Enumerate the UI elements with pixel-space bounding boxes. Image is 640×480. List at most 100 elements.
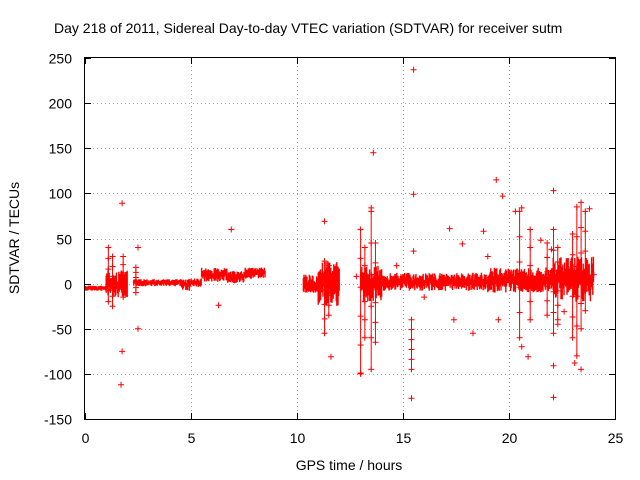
data-point <box>109 293 116 300</box>
data-point <box>372 299 379 306</box>
data-point <box>393 262 400 269</box>
data-band-strokes <box>302 274 319 293</box>
data-point <box>554 258 561 265</box>
data-point <box>408 356 415 363</box>
data-point <box>372 339 379 346</box>
data-point <box>105 277 112 284</box>
data-point <box>421 294 428 301</box>
data-point <box>573 263 580 270</box>
y-tick-label: -150 <box>44 412 72 428</box>
data-point <box>321 301 328 308</box>
data-point <box>544 297 551 304</box>
data-point <box>368 204 375 211</box>
data-band-strokes <box>190 278 202 287</box>
data-point <box>569 230 576 237</box>
data-band-strokes <box>317 261 340 306</box>
data-point <box>573 203 580 210</box>
data-point <box>410 248 417 255</box>
data-point <box>499 193 506 200</box>
data-point <box>228 226 235 233</box>
data-point <box>550 267 557 274</box>
data-band <box>317 261 340 306</box>
data-band-strokes <box>381 272 489 291</box>
data-band <box>105 270 128 298</box>
data-point <box>368 271 375 278</box>
x-tick-label: 10 <box>290 430 306 446</box>
data-point <box>368 303 375 310</box>
data-point <box>408 395 415 402</box>
data-point <box>578 199 585 206</box>
data-point <box>132 279 139 286</box>
data-point <box>578 249 585 256</box>
x-tick-labels: 0 5 10 15 20 25 <box>82 430 624 446</box>
data-band-strokes <box>105 270 128 298</box>
y-tick-label: 150 <box>49 141 73 157</box>
data-point <box>357 255 364 262</box>
data-point <box>132 284 139 291</box>
data-point <box>516 258 523 265</box>
data-point <box>571 360 578 367</box>
data-point <box>582 228 589 235</box>
data-point <box>135 244 141 251</box>
data-point <box>410 66 417 73</box>
data-point <box>372 319 379 326</box>
data-point <box>120 277 127 284</box>
data-point <box>544 268 551 275</box>
data-point <box>578 300 585 307</box>
data-point <box>368 334 375 341</box>
data-point <box>516 309 523 316</box>
data-point <box>516 233 523 240</box>
data-point <box>321 286 328 293</box>
data-band <box>381 272 489 291</box>
data-point <box>527 280 534 287</box>
data-point <box>135 325 141 332</box>
y-tick-label: 100 <box>49 186 73 202</box>
data-point <box>582 248 589 255</box>
data-band-strokes <box>84 285 107 291</box>
data-point <box>527 298 534 305</box>
data-point <box>325 302 332 309</box>
data-point <box>357 284 364 291</box>
data-band-strokes <box>550 256 595 302</box>
data-point <box>527 226 534 233</box>
x-tick-label: 5 <box>188 430 196 446</box>
data-point <box>554 302 561 309</box>
data-point <box>368 366 375 373</box>
data-point <box>582 208 589 215</box>
data-point <box>321 315 328 322</box>
data-point <box>495 316 502 323</box>
data-band <box>190 278 202 287</box>
data-point <box>325 262 332 269</box>
data-point <box>493 176 500 183</box>
data-point <box>215 302 222 309</box>
data-band-strokes <box>200 267 228 282</box>
data-point <box>554 244 561 251</box>
data-point <box>408 326 415 333</box>
data-point <box>372 279 379 286</box>
data-point <box>119 200 126 207</box>
data-point <box>109 253 116 260</box>
data-point <box>361 280 368 287</box>
data-point <box>516 334 523 341</box>
data-point <box>578 366 585 373</box>
data-point <box>544 283 551 290</box>
data-point <box>105 298 112 305</box>
data-band <box>200 267 228 282</box>
data-point <box>109 273 116 280</box>
data-point <box>105 266 112 273</box>
data-point <box>120 269 127 276</box>
data-point <box>527 316 534 323</box>
y-axis-label: SDTVAR / TECUs <box>6 182 22 294</box>
data-point <box>357 369 364 376</box>
data-point <box>578 275 585 282</box>
data-point <box>132 269 139 276</box>
x-axis-label: GPS time / hours <box>296 457 403 473</box>
data-band <box>550 256 595 302</box>
data-point <box>357 313 364 320</box>
data-point <box>408 336 415 343</box>
data-point <box>512 208 519 215</box>
data-band <box>226 271 245 284</box>
data-band <box>302 274 319 293</box>
data-point <box>550 362 557 369</box>
data-point <box>548 246 555 253</box>
